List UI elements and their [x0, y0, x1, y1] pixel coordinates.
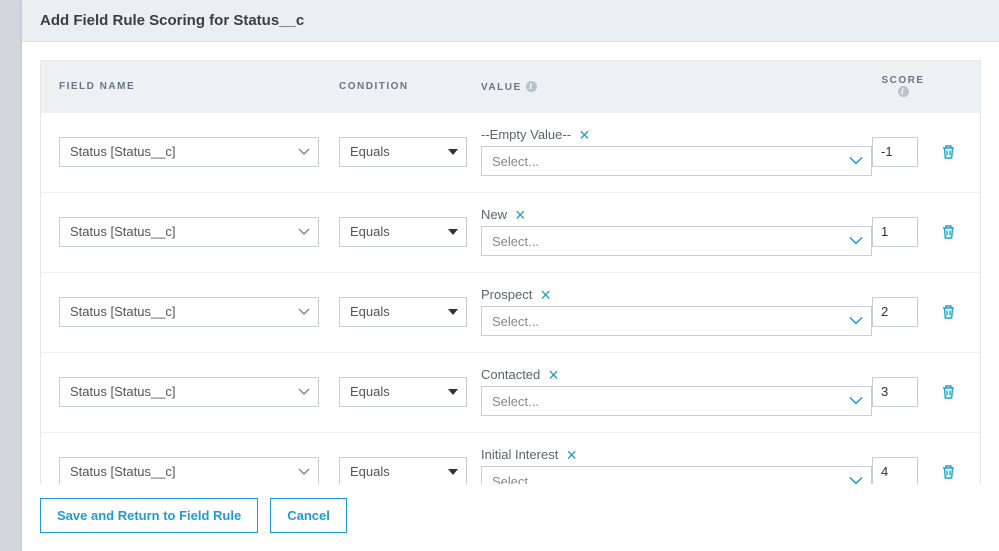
value-chip: New ×	[481, 207, 872, 222]
table-row: Status [Status__c] Equals Contacted	[41, 352, 980, 432]
caret-down-icon	[448, 149, 458, 155]
trash-icon[interactable]	[934, 384, 962, 400]
value-chip-label: Contacted	[481, 367, 540, 382]
score-input[interactable]: 2	[872, 297, 918, 327]
field-name-value: Status [Status__c]	[70, 304, 176, 319]
value-select[interactable]: Select...	[481, 226, 872, 256]
field-name-value: Status [Status__c]	[70, 464, 176, 479]
remove-chip-icon[interactable]: ×	[548, 369, 559, 381]
condition-value: Equals	[350, 224, 390, 239]
value-select-placeholder: Select...	[492, 394, 539, 409]
value-chip-label: Initial Interest	[481, 447, 558, 462]
trash-icon[interactable]	[934, 304, 962, 320]
value-select[interactable]: Select...	[481, 146, 872, 176]
value-select-placeholder: Select...	[492, 234, 539, 249]
value-select-placeholder: Select...	[492, 154, 539, 169]
info-icon[interactable]: i	[526, 81, 537, 92]
field-name-select[interactable]: Status [Status__c]	[59, 137, 319, 167]
th-value-label: VALUE	[481, 82, 522, 93]
cancel-button[interactable]: Cancel	[270, 498, 347, 533]
field-name-select[interactable]: Status [Status__c]	[59, 217, 319, 247]
score-value: 1	[881, 224, 888, 239]
value-chip-label: --Empty Value--	[481, 127, 571, 142]
chevron-down-icon	[849, 157, 863, 166]
score-input[interactable]: -1	[872, 137, 918, 167]
condition-value: Equals	[350, 304, 390, 319]
value-chip: Contacted ×	[481, 367, 872, 382]
condition-value: Equals	[350, 144, 390, 159]
score-value: -1	[881, 144, 893, 159]
panel-footer: Save and Return to Field Rule Cancel	[22, 484, 999, 551]
field-name-select[interactable]: Status [Status__c]	[59, 377, 319, 407]
trash-icon[interactable]	[934, 464, 962, 480]
field-name-select[interactable]: Status [Status__c]	[59, 297, 319, 327]
score-input[interactable]: 3	[872, 377, 918, 407]
value-select-placeholder: Select...	[492, 474, 539, 485]
field-name-value: Status [Status__c]	[70, 384, 176, 399]
table-row: Status [Status__c] Equals Prospect	[41, 272, 980, 352]
score-input[interactable]: 1	[872, 217, 918, 247]
chevron-down-icon	[849, 397, 863, 406]
info-icon[interactable]: i	[898, 86, 909, 97]
caret-down-icon	[448, 229, 458, 235]
modal-panel: Add Field Rule Scoring for Status__c FIE…	[22, 0, 999, 551]
chevron-down-icon	[298, 388, 310, 396]
remove-chip-icon[interactable]: ×	[566, 449, 577, 461]
table-row: Status [Status__c] Equals New ×	[41, 192, 980, 272]
condition-select[interactable]: Equals	[339, 217, 467, 247]
score-input[interactable]: 4	[872, 457, 918, 485]
panel-title: Add Field Rule Scoring for Status__c	[40, 12, 304, 29]
table-row: Status [Status__c] Equals --Empty Value-…	[41, 112, 980, 192]
chevron-down-icon	[298, 228, 310, 236]
value-select-placeholder: Select...	[492, 314, 539, 329]
value-select[interactable]: Select...	[481, 306, 872, 336]
panel-header: Add Field Rule Scoring for Status__c	[22, 0, 999, 42]
condition-select[interactable]: Equals	[339, 137, 467, 167]
rules-table: FIELD NAME CONDITION VALUE i SCORE i	[40, 60, 981, 484]
th-value: VALUE i	[481, 81, 872, 93]
trash-icon[interactable]	[934, 224, 962, 240]
condition-value: Equals	[350, 384, 390, 399]
field-name-value: Status [Status__c]	[70, 224, 176, 239]
condition-value: Equals	[350, 464, 390, 479]
caret-down-icon	[448, 389, 458, 395]
condition-select[interactable]: Equals	[339, 457, 467, 485]
remove-chip-icon[interactable]: ×	[540, 289, 551, 301]
value-chip-label: Prospect	[481, 287, 532, 302]
table-header-row: FIELD NAME CONDITION VALUE i SCORE i	[41, 60, 980, 112]
th-field-name: FIELD NAME	[59, 81, 339, 92]
chevron-down-icon	[298, 308, 310, 316]
th-score-label: SCORE	[881, 75, 924, 86]
chevron-down-icon	[849, 317, 863, 326]
caret-down-icon	[448, 309, 458, 315]
table-row: Status [Status__c] Equals Initial Intere…	[41, 432, 980, 484]
score-value: 3	[881, 384, 888, 399]
th-condition: CONDITION	[339, 81, 481, 92]
trash-icon[interactable]	[934, 144, 962, 160]
remove-chip-icon[interactable]: ×	[579, 129, 590, 141]
value-select[interactable]: Select...	[481, 386, 872, 416]
value-chip: Initial Interest ×	[481, 447, 872, 462]
condition-select[interactable]: Equals	[339, 377, 467, 407]
th-score: SCORE i	[872, 75, 934, 98]
field-name-value: Status [Status__c]	[70, 144, 176, 159]
remove-chip-icon[interactable]: ×	[515, 209, 526, 221]
score-value: 2	[881, 304, 888, 319]
chevron-down-icon	[849, 477, 863, 485]
score-value: 4	[881, 464, 888, 479]
value-select[interactable]: Select...	[481, 466, 872, 484]
save-button[interactable]: Save and Return to Field Rule	[40, 498, 258, 533]
field-name-select[interactable]: Status [Status__c]	[59, 457, 319, 485]
chevron-down-icon	[298, 468, 310, 476]
value-chip: --Empty Value-- ×	[481, 127, 872, 142]
value-chip-label: New	[481, 207, 507, 222]
chevron-down-icon	[849, 237, 863, 246]
panel-content: FIELD NAME CONDITION VALUE i SCORE i	[22, 42, 999, 484]
value-chip: Prospect ×	[481, 287, 872, 302]
condition-select[interactable]: Equals	[339, 297, 467, 327]
chevron-down-icon	[298, 148, 310, 156]
caret-down-icon	[448, 469, 458, 475]
